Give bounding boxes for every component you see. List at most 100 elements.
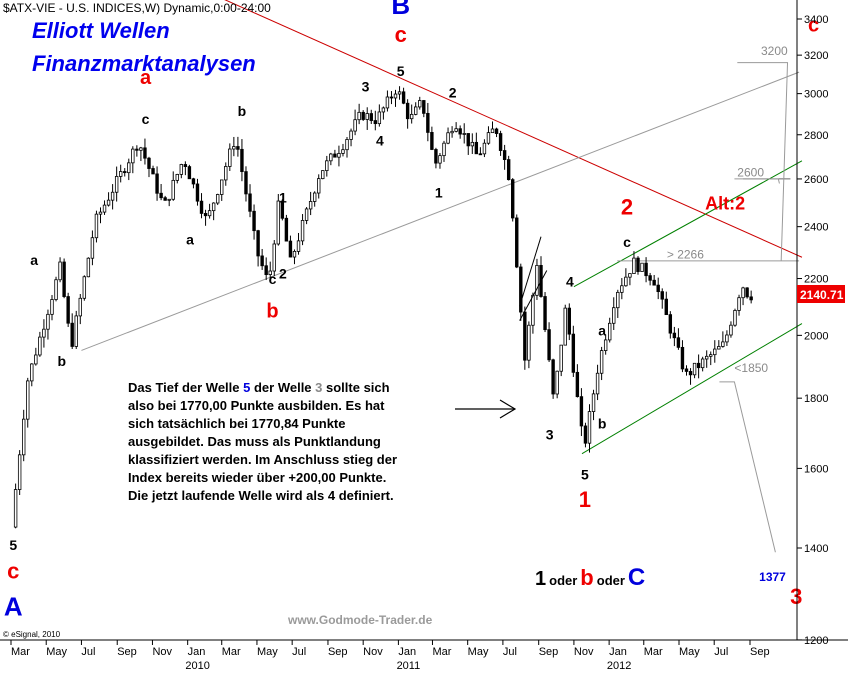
note-segment: Index bereits wieder über +200,00 Punkte… (128, 470, 386, 485)
y-tick-label: 2200 (804, 274, 828, 286)
candle-body (447, 133, 450, 143)
y-tick-label: 1800 (804, 393, 828, 405)
x-tick-label: Mar (222, 646, 241, 658)
candle-body (261, 256, 264, 266)
x-tick-label: Nov (363, 646, 383, 658)
x-tick-label: Mar (11, 646, 30, 658)
candle-body (127, 163, 130, 173)
candle-body (18, 455, 21, 490)
candle-body (600, 351, 603, 374)
candle-body (67, 297, 70, 324)
candle-body (257, 231, 260, 256)
candle-body (160, 193, 163, 197)
candle-body (479, 154, 482, 155)
wave-label: Alt:2 (705, 194, 745, 214)
wave-label: c (623, 234, 631, 250)
candle-body (572, 334, 575, 372)
candle-body (515, 218, 518, 267)
candle-body (123, 172, 126, 173)
candle-body (390, 97, 393, 98)
y-tick-label: 1600 (804, 463, 828, 475)
candle-body (305, 209, 308, 220)
candle-body (653, 280, 656, 285)
note-line: sich tatsächlich bei 1770,84 Punkte (128, 416, 346, 431)
candle-body (152, 169, 155, 174)
y-tick-label: 2400 (804, 222, 828, 234)
y-tick-label: 3200 (804, 50, 828, 62)
x-tick-label: Mar (432, 646, 451, 658)
candle-body (132, 149, 135, 163)
wave-label: 5 (397, 63, 405, 79)
candle-body (144, 148, 147, 158)
x-tick-label: Sep (328, 646, 348, 658)
y-tick-label: 2800 (804, 130, 828, 142)
candle-body (584, 426, 587, 443)
candle-body (111, 192, 114, 200)
candle-body (616, 292, 619, 307)
note-line: Das Tief der Welle 5 der Welle 3 sollte … (128, 380, 390, 395)
wave-label: b (598, 416, 607, 432)
candle-body (722, 342, 725, 347)
chart-header: $ATX-VIE - U.S. INDICES,W) Dynamic,0:00-… (3, 1, 271, 15)
title-line-2: Finanzmarktanalysen (32, 51, 256, 76)
candle-body (524, 312, 527, 360)
candle-body (705, 356, 708, 359)
candle-body (645, 263, 648, 275)
candle-body (95, 214, 98, 238)
candle-body (487, 133, 490, 144)
candle-body (507, 160, 510, 180)
wave-label: b (238, 103, 247, 119)
wave-label: 2 (279, 266, 287, 282)
candle-body (71, 323, 74, 346)
candle-body (241, 149, 244, 171)
candle-body (378, 112, 381, 124)
wave-label: 1 (579, 487, 591, 512)
candle-body (293, 251, 296, 257)
note-segment: der Welle (250, 380, 315, 395)
candle-body (172, 180, 175, 199)
x-tick-label: Sep (117, 646, 137, 658)
x-tick-label: May (468, 646, 489, 658)
y-tick-label: 2600 (804, 174, 828, 186)
wave-label: 5 (9, 537, 17, 553)
x-tick-label: May (46, 646, 67, 658)
candle-body (689, 371, 692, 374)
wave-label: a (186, 231, 194, 247)
candle-body (718, 346, 721, 349)
candle-body (220, 180, 223, 195)
note-segment: ausgebildet. Das muss als Punktlandung (128, 434, 381, 449)
wave-label: a (30, 252, 38, 268)
candle-body (176, 174, 179, 180)
wave-label: 5 (581, 467, 589, 483)
candle-body (249, 194, 252, 211)
note-line: Die jetzt laufende Welle wird als 4 defi… (128, 488, 394, 503)
note-line: Index bereits wieder über +200,00 Punkte… (128, 470, 386, 485)
candle-body (685, 369, 688, 372)
candle-body (229, 149, 232, 166)
candle-body (439, 156, 442, 163)
candle-body (91, 238, 94, 258)
candle-body (326, 161, 329, 171)
wave-label: 1 (279, 189, 287, 205)
scenario-segment: 1 (535, 568, 546, 590)
candle-body (79, 298, 82, 316)
candle-body (713, 349, 716, 355)
x-tick-label: Nov (574, 646, 594, 658)
candle-body (548, 330, 551, 360)
candle-body (119, 172, 122, 177)
x-tick-label: Jul (714, 646, 728, 658)
candle-body (661, 292, 664, 300)
candle-body (99, 212, 102, 214)
candle-body (103, 205, 106, 212)
candle-body (204, 213, 207, 215)
candle-body (580, 397, 583, 426)
candle-body (59, 262, 62, 280)
candle-body (374, 121, 377, 124)
candle-body (366, 114, 369, 120)
candle-body (216, 194, 219, 203)
x-tick-label: Nov (152, 646, 172, 658)
note-segment: 5 (243, 380, 250, 395)
candle-body (30, 364, 33, 381)
candle-body (612, 308, 615, 324)
candle-body (625, 277, 628, 286)
